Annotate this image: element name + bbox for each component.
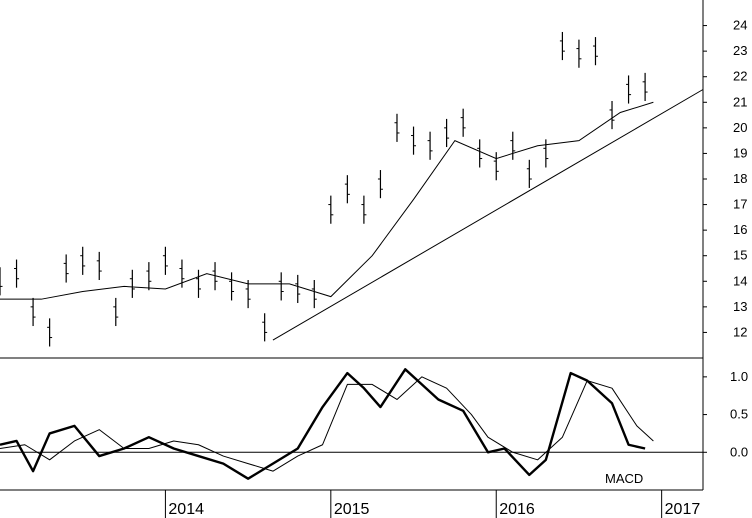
trendline <box>272 89 704 341</box>
macd-signal-line <box>0 376 654 472</box>
price-y-tick-label: 23 <box>733 43 747 58</box>
price-y-tick-label: 22 <box>733 69 747 84</box>
x-tick-label: 2015 <box>334 501 370 518</box>
x-tick-label: 2014 <box>168 501 204 518</box>
price-y-tick-label: 19 <box>733 145 747 160</box>
price-y-tick-label: 24 <box>733 18 747 33</box>
price-y-tick-label: 18 <box>733 171 747 186</box>
macd-y-tick-label: 0.5 <box>730 407 748 422</box>
macd-y-tick-label: 0.0 <box>730 444 748 459</box>
axis-layer: 12 13 14 15 16 17 18 19 20 21 22 23 24 1.0 0.5 0.0 2014 2… <box>164 18 748 518</box>
macd-layer: MACD <box>0 368 703 486</box>
price-layer <box>0 31 704 347</box>
price-y-tick-label: 14 <box>733 273 747 288</box>
moving-average-line <box>0 101 654 300</box>
macd-line <box>0 368 646 480</box>
price-y-tick-label: 12 <box>733 324 747 339</box>
macd-label: MACD <box>605 471 643 486</box>
price-y-tick-label: 16 <box>733 222 747 237</box>
macd-y-tick-label: 1.0 <box>730 369 748 384</box>
price-y-tick-label: 15 <box>733 248 747 263</box>
x-tick-label: 2017 <box>665 501 701 518</box>
price-y-tick-label: 21 <box>733 94 747 109</box>
price-y-tick-label: 20 <box>733 120 747 135</box>
price-y-tick-label: 13 <box>733 299 747 314</box>
x-tick-label: 2016 <box>499 501 535 518</box>
price-y-tick-label: 17 <box>733 197 747 212</box>
